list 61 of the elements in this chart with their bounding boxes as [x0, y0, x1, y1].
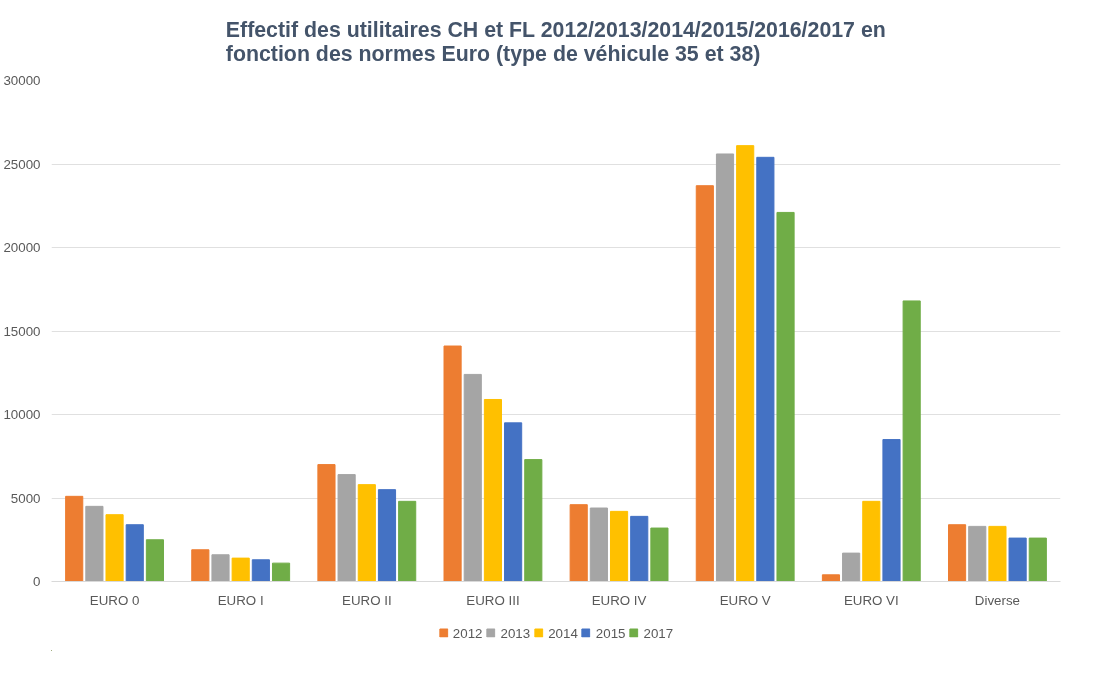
- x-tick-label: Diverse: [974, 592, 1021, 608]
- bar: [776, 211, 795, 582]
- bar: [650, 527, 669, 582]
- bar: [842, 552, 861, 582]
- x-tick-label: EURO III: [466, 592, 520, 608]
- x-tick-label: EURO V: [719, 592, 771, 608]
- bar: [882, 439, 901, 582]
- bar: [357, 484, 376, 582]
- bar: [483, 398, 503, 582]
- x-tick-label: EURO 0: [89, 592, 140, 608]
- bar: [463, 373, 482, 582]
- bar: [589, 507, 608, 582]
- bar: [756, 156, 775, 582]
- bar: [715, 153, 735, 582]
- bar: [736, 145, 755, 582]
- y-tick-label: 10000: [3, 407, 41, 422]
- bar: [504, 422, 523, 582]
- bar: [1008, 537, 1027, 582]
- y-tick-label: 20000: [3, 240, 41, 255]
- x-tick-label: EURO II: [342, 592, 392, 608]
- legend-label: 2015: [595, 625, 626, 640]
- y-tick-label: 25000: [3, 156, 41, 172]
- bar: [211, 554, 230, 582]
- bar: [862, 500, 881, 582]
- y-tick-label: 15000: [3, 323, 41, 339]
- bar: [443, 345, 462, 582]
- y-tick-label: 0: [33, 574, 41, 589]
- bar: [337, 474, 356, 582]
- bar: [191, 549, 210, 582]
- bar: [821, 574, 841, 582]
- legend-label: 2017: [643, 625, 674, 640]
- legend-label: 2012: [452, 625, 483, 640]
- y-tick-label: 5000: [10, 490, 41, 506]
- bar: [125, 524, 144, 582]
- bar: [231, 557, 250, 582]
- bar: [377, 489, 397, 582]
- bar: [695, 185, 714, 582]
- legend-label: 2014: [548, 625, 578, 640]
- bar: [317, 464, 336, 582]
- bar: [948, 524, 967, 582]
- x-tick-label: EURO IV: [591, 592, 647, 608]
- bar: [398, 500, 417, 582]
- bar: [85, 505, 104, 582]
- bar: [271, 562, 291, 582]
- bar: [1028, 537, 1047, 582]
- bar: [902, 300, 921, 582]
- legend-label: 2013: [500, 625, 531, 640]
- bar: [524, 459, 543, 582]
- bar: [251, 559, 270, 582]
- bar: [145, 539, 164, 582]
- x-tick-label: EURO I: [217, 592, 264, 608]
- bar: [609, 510, 629, 582]
- bar: [569, 504, 588, 582]
- bar: [988, 525, 1007, 582]
- bar: [65, 495, 84, 582]
- bar: [105, 514, 124, 582]
- bar: [968, 525, 987, 582]
- chart-title: Effectif des utilitaires CH et FL 2012/2013/2014/2015/2016/2017 en fonction des normes Euro (type de véhicule 35 et 38): [225, 17, 886, 66]
- y-tick-label: 30000: [3, 73, 41, 88]
- x-tick-label: EURO VI: [843, 592, 899, 608]
- bar: [630, 515, 649, 582]
